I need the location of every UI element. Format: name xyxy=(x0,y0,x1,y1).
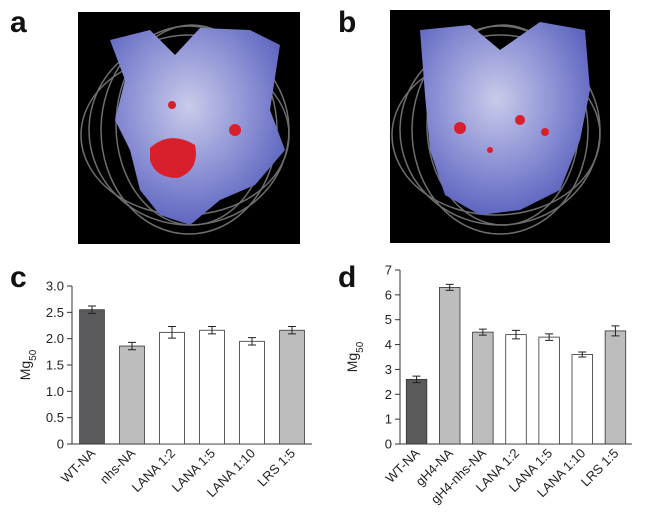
bar xyxy=(505,334,527,445)
y-tick-label: 3.0 xyxy=(46,279,64,294)
y-tick-label: 1.5 xyxy=(46,358,64,373)
bar xyxy=(571,354,593,445)
y-tick-label: 5 xyxy=(385,312,392,327)
error-bar xyxy=(412,375,421,384)
y-axis-label-sub: 50 xyxy=(28,349,39,361)
y-tick-label: 0 xyxy=(57,437,64,452)
panel-label: b xyxy=(338,6,356,39)
bar xyxy=(472,331,494,445)
bar xyxy=(439,286,461,445)
y-tick-label: 0.5 xyxy=(46,410,64,425)
y-axis-label: Mg50 xyxy=(344,341,366,372)
y-tick-label: 0 xyxy=(385,437,392,452)
x-tick-label: LRS 1:5 xyxy=(254,446,298,490)
y-tick-label: 2.0 xyxy=(46,331,64,346)
bar xyxy=(79,309,105,445)
structure-image-a xyxy=(78,12,300,244)
error-bar xyxy=(445,283,454,291)
error-bar xyxy=(578,351,587,358)
error-bar xyxy=(248,337,256,346)
error-bar xyxy=(128,341,136,351)
bar xyxy=(604,330,627,445)
y-tick-label: 4 xyxy=(385,337,392,352)
bar xyxy=(239,340,265,445)
y-tick-label: 2.5 xyxy=(46,305,64,320)
error-bar xyxy=(478,328,487,336)
error-bar xyxy=(545,333,554,341)
y-axis-label-sub: 50 xyxy=(355,341,366,353)
bar xyxy=(159,331,185,445)
y-tick-label: 7 xyxy=(385,263,392,278)
panel-label: d xyxy=(338,261,356,294)
y-tick-label: 6 xyxy=(385,287,392,302)
error-bar xyxy=(288,326,296,335)
y-axis-label: Mg50 xyxy=(17,349,39,380)
y-axis-label-main: Mg xyxy=(17,361,33,380)
y-axis-label-main: Mg xyxy=(344,353,360,372)
error-bar xyxy=(208,326,216,335)
error-bar xyxy=(88,305,96,314)
y-tick-label: 1 xyxy=(385,412,392,427)
y-tick-label: 2 xyxy=(385,387,392,402)
bar xyxy=(119,345,145,445)
bar xyxy=(199,329,225,445)
structure-image-b xyxy=(390,10,610,243)
bar xyxy=(538,336,560,445)
bar xyxy=(279,329,305,445)
panel-label: a xyxy=(10,6,27,39)
panel-label: c xyxy=(10,261,27,294)
error-bar xyxy=(168,326,176,339)
y-tick-label: 3 xyxy=(385,362,392,377)
y-tick-label: 1.0 xyxy=(46,384,64,399)
error-bar xyxy=(611,325,620,337)
error-bar xyxy=(512,329,520,340)
bar xyxy=(405,378,428,445)
